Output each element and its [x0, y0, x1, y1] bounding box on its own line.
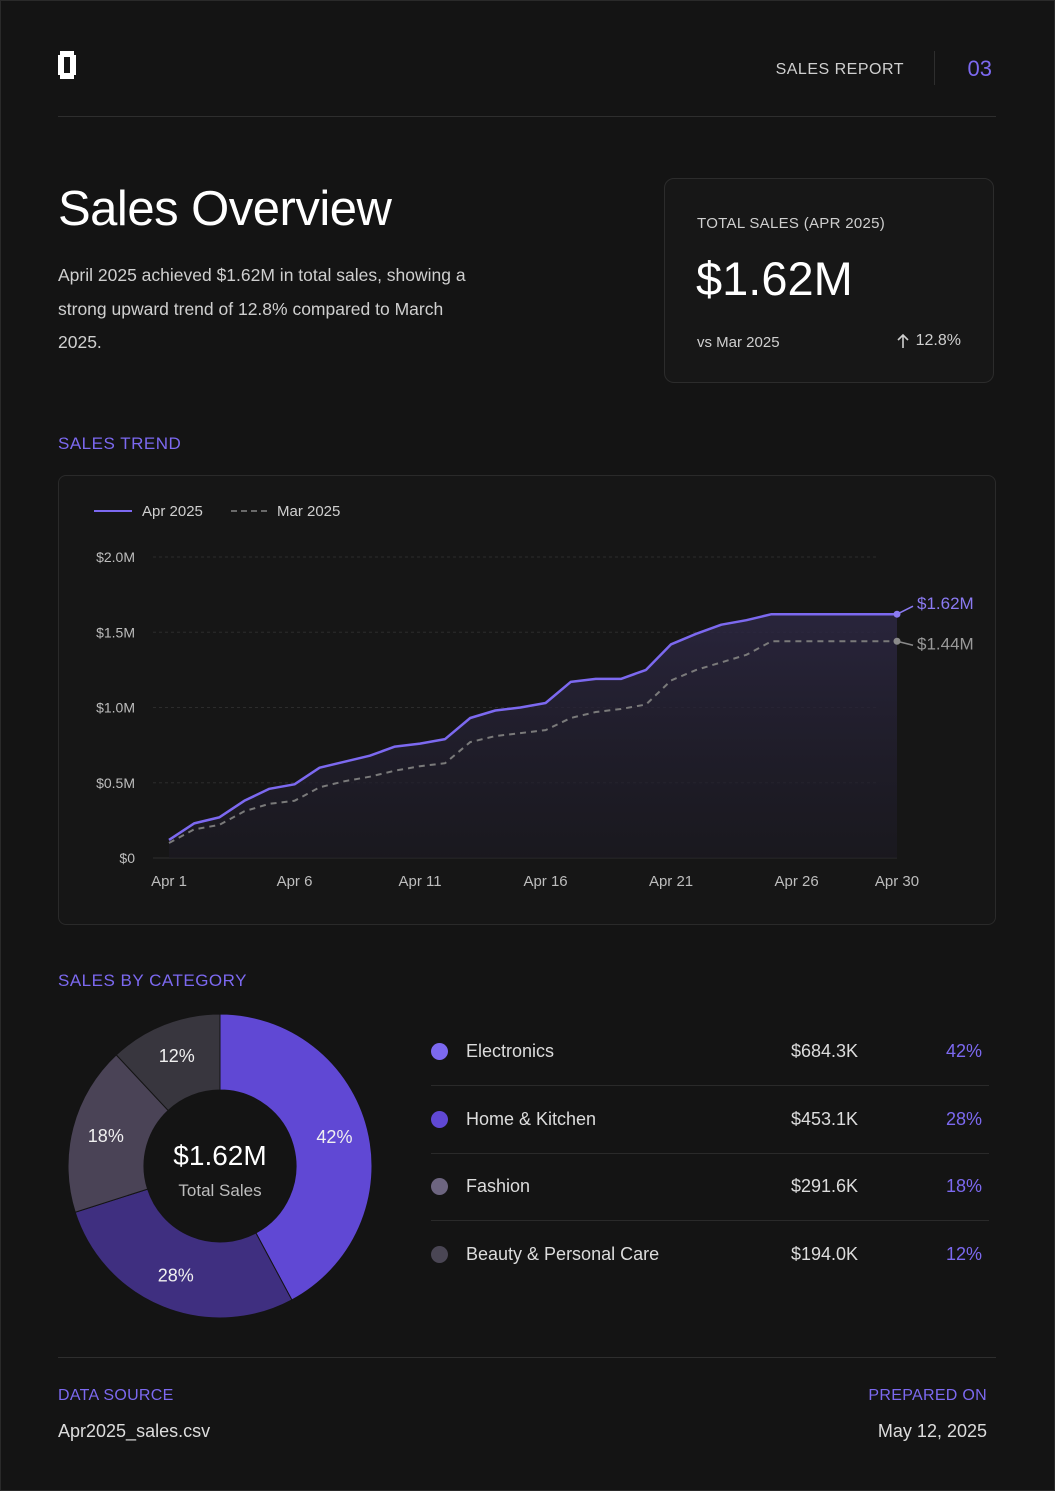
donut-slice: [67, 1054, 169, 1213]
legend-swatch-apr: [94, 510, 132, 512]
y-tick-label: $1.0M: [96, 700, 135, 716]
donut-percent-label: 12%: [159, 1046, 195, 1066]
category-value: $194.0K: [790, 1243, 858, 1264]
x-tick-label: Apr 30: [875, 873, 919, 890]
kpi-change-value: 12.8%: [915, 332, 961, 349]
category-value: $453.1K: [790, 1108, 858, 1129]
legend-item-apr: Apr 2025: [94, 501, 203, 521]
header-divider: [934, 51, 935, 85]
footer-rule: [58, 1357, 996, 1358]
series-line-apr: [168, 612, 897, 841]
x-tick-label: Apr 16: [523, 873, 567, 890]
category-name: Home & Kitchen: [466, 1108, 597, 1129]
category-percent: 42%: [945, 1041, 982, 1061]
legend-label-apr: Apr 2025: [142, 502, 203, 520]
category-dot: [431, 1245, 448, 1263]
category-row: Electronics $684.3K 42%: [431, 1018, 989, 1086]
category-percent: 12%: [945, 1243, 982, 1264]
kpi-label: TOTAL SALES (APR 2025): [697, 215, 886, 232]
x-tick-label: Apr 11: [398, 873, 441, 890]
donut-slice: [115, 1013, 221, 1112]
kpi-comparison: vs Mar 2025: [697, 334, 780, 351]
arrow-up-icon: [897, 333, 909, 348]
x-tick-label: Apr 1: [151, 873, 187, 890]
y-tick-label: $0.5M: [96, 775, 135, 791]
series-line-mar: [168, 640, 897, 844]
category-row: Home & Kitchen $453.1K 28%: [431, 1086, 989, 1154]
donut-center-label: Total Sales: [178, 1181, 261, 1200]
legend-swatch-mar: [231, 510, 267, 512]
category-dot: [431, 1043, 448, 1060]
end-connector-apr: [896, 605, 914, 615]
x-tick-label: Apr 26: [774, 873, 818, 890]
header-rule: [58, 116, 996, 117]
category-value: $291.6K: [790, 1176, 858, 1196]
category-percent: 18%: [945, 1176, 982, 1196]
category-donut-chart: 42% 28% 18% 12% $1.62M Total Sales: [67, 1013, 373, 1319]
category-dot: [431, 1110, 448, 1128]
apr-area-fill: [169, 614, 897, 858]
category-value: $684.3K: [790, 1041, 858, 1061]
category-name: Electronics: [466, 1041, 555, 1061]
page-title: Sales Overview: [58, 182, 392, 236]
total-sales-card: TOTAL SALES (APR 2025) $1.62M vs Mar 202…: [664, 178, 994, 383]
donut-center-value: $1.62M: [173, 1140, 266, 1171]
sales-by-category-title: SALES BY CATEGORY: [58, 971, 247, 990]
kpi-value: $1.62M: [696, 252, 853, 305]
end-connector-mar: [896, 640, 914, 647]
kpi-change: 12.8%: [896, 332, 961, 350]
data-source-label: DATA SOURCE: [58, 1387, 174, 1404]
legend-label-mar: Mar 2025: [277, 502, 341, 520]
page-number: 03: [967, 56, 992, 81]
category-row: Beauty & Personal Care $194.0K 12%: [431, 1221, 989, 1288]
category-name: Fashion: [466, 1176, 531, 1196]
end-label-mar: $1.44M: [917, 634, 974, 653]
legend-item-mar: Mar 2025: [231, 501, 340, 521]
x-tick-label: Apr 21: [649, 873, 693, 890]
y-tick-label: $0: [119, 850, 135, 866]
donut-slice: [74, 1188, 293, 1319]
logo-icon: [58, 51, 76, 79]
category-dot: [431, 1178, 448, 1195]
end-label-apr: $1.62M: [917, 594, 974, 613]
prepared-on-value: May 12, 2025: [877, 1421, 987, 1441]
overview-description: April 2025 achieved $1.62M in total sale…: [58, 265, 466, 352]
donut-percent-label: 42%: [316, 1127, 352, 1147]
y-tick-label: $2.0M: [96, 549, 135, 565]
x-tick-label: Apr 6: [277, 873, 313, 890]
category-row: Fashion $291.6K 18%: [431, 1153, 989, 1221]
donut-percent-label: 28%: [158, 1265, 194, 1285]
category-percent: 28%: [945, 1108, 982, 1129]
y-tick-label: $1.5M: [96, 624, 135, 640]
donut-percent-label: 18%: [88, 1126, 124, 1146]
category-name: Beauty & Personal Care: [466, 1243, 660, 1264]
prepared-on-label: PREPARED ON: [868, 1387, 987, 1404]
report-label: SALES REPORT: [775, 61, 904, 78]
donut-slice: [219, 1013, 373, 1301]
data-source-value: Apr2025_sales.csv: [58, 1421, 211, 1441]
sales-trend-title: SALES TREND: [58, 434, 182, 453]
line-chart-plot: $0 $0.5M $1.0M $1.5M $2.0M Apr 1 Apr 6 Apr 11 Ap…: [96, 549, 974, 890]
